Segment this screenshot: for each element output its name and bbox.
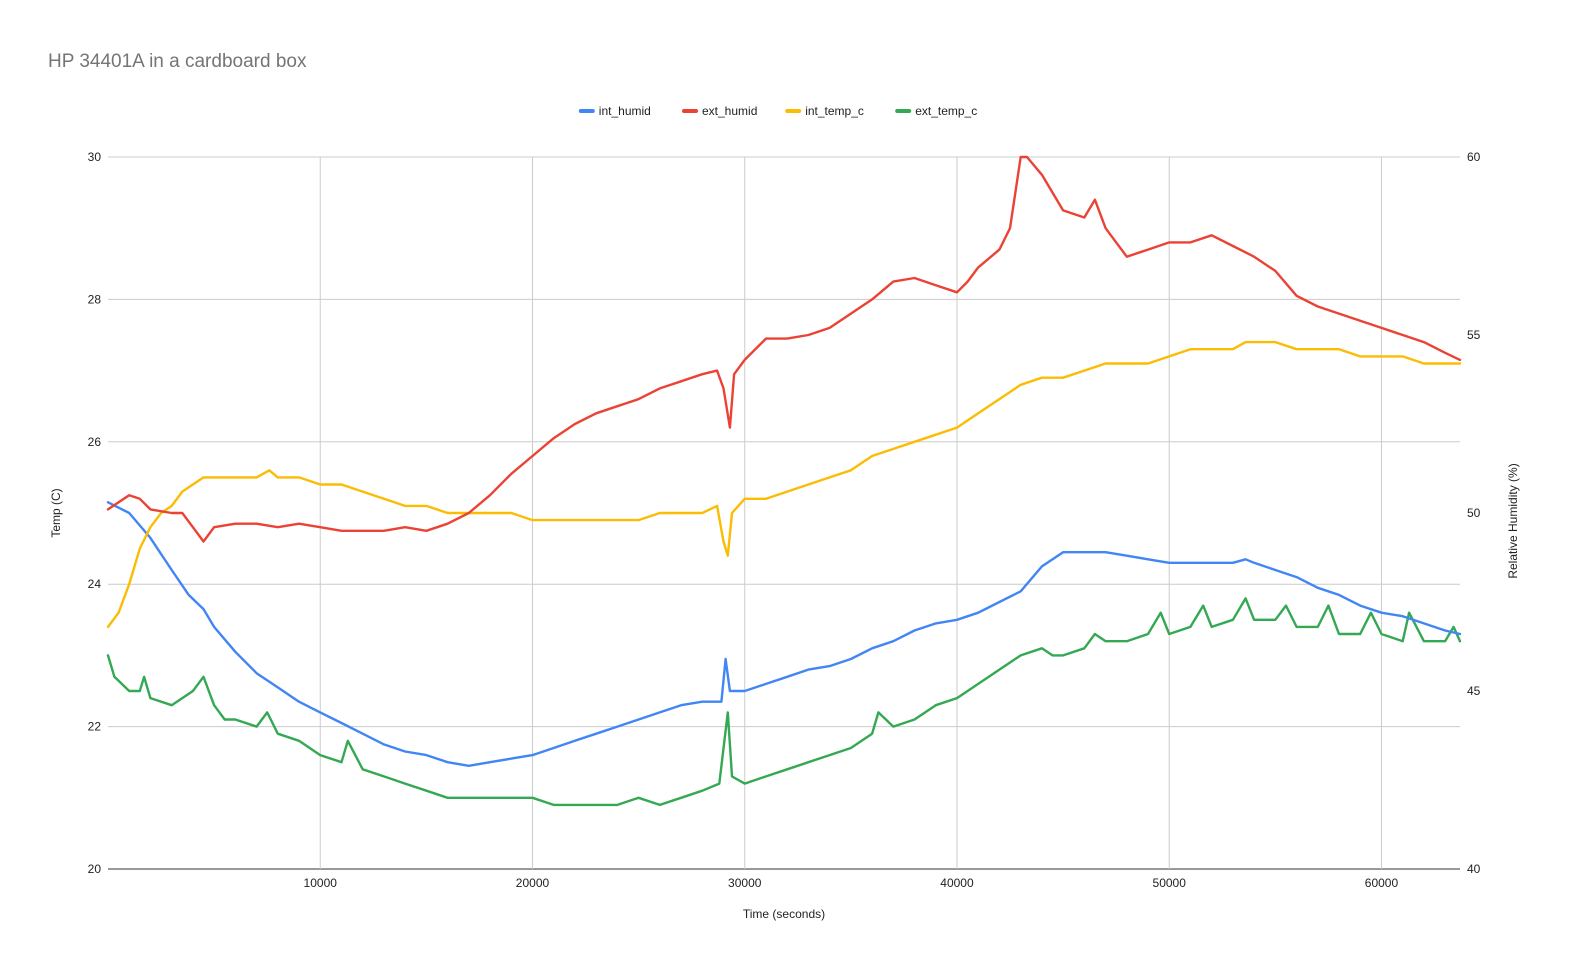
x-tick-label: 30000: [728, 876, 762, 890]
gridlines: [108, 156, 1460, 870]
y-left-axis-title: Temp (C): [49, 488, 63, 537]
legend-label: int_humid: [599, 104, 651, 118]
legend-item-int-humid[interactable]: int_humid: [578, 104, 651, 118]
legend-item-ext-humid[interactable]: ext_humid: [682, 104, 757, 118]
x-tick-label: 50000: [1153, 876, 1187, 890]
series-line-ext-temp-c: [106, 597, 1462, 807]
x-axis-ticks: 10000 20000 30000 40000 50000 60000: [304, 876, 1399, 890]
legend-label: int_temp_c: [805, 104, 864, 118]
series-layer: [106, 155, 1462, 807]
chart-title: HP 34401A in a cardboard box: [48, 51, 307, 72]
y-right-axis-title: Relative Humidity (%): [1506, 463, 1520, 578]
series-line-ext-humid: [106, 155, 1462, 543]
y-right-tick-label: 45: [1467, 684, 1481, 698]
x-axis-title: Time (seconds): [743, 907, 825, 921]
y-left-tick-label: 30: [88, 150, 102, 164]
x-tick-label: 60000: [1365, 876, 1399, 890]
y-left-axis-ticks: 20 22 24 26 28 30: [88, 150, 102, 876]
series-line-int-temp-c: [106, 340, 1462, 629]
y-left-tick-label: 20: [88, 862, 102, 876]
x-tick-label: 40000: [940, 876, 974, 890]
legend: int_humid ext_humid int_temp_c ext_temp_c: [578, 104, 977, 118]
y-left-tick-label: 24: [88, 577, 102, 591]
legend-label: ext_humid: [702, 104, 757, 118]
y-right-axis-ticks: 40 45 50 55 60: [1467, 150, 1481, 876]
y-right-tick-label: 50: [1467, 506, 1481, 520]
y-right-tick-label: 60: [1467, 150, 1481, 164]
y-left-tick-label: 28: [88, 292, 102, 306]
y-right-tick-label: 55: [1467, 328, 1481, 342]
legend-item-int-temp-c[interactable]: int_temp_c: [785, 104, 864, 118]
y-right-tick-label: 40: [1467, 862, 1481, 876]
y-left-tick-label: 26: [88, 435, 102, 449]
legend-label: ext_temp_c: [915, 104, 977, 118]
legend-item-ext-temp-c[interactable]: ext_temp_c: [895, 104, 977, 118]
series-line-int-humid: [106, 501, 1462, 767]
y-left-tick-label: 22: [88, 720, 102, 734]
x-tick-label: 20000: [516, 876, 550, 890]
x-tick-label: 10000: [304, 876, 338, 890]
